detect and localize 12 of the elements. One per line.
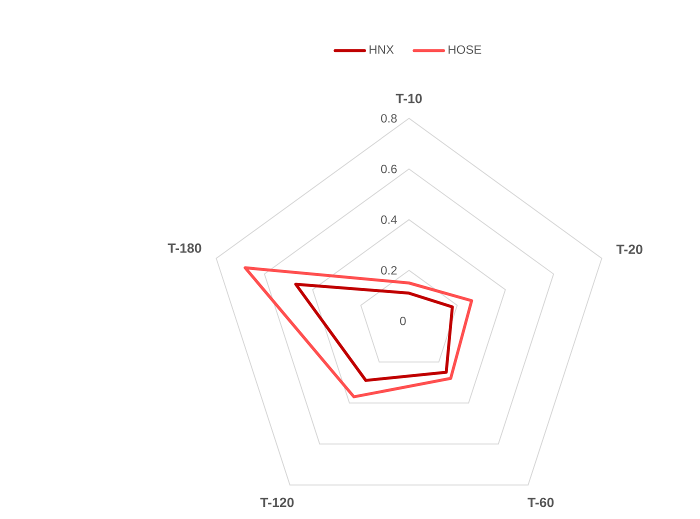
spoke-label: T-120 — [260, 498, 294, 508]
spoke-label: T-10 — [396, 94, 422, 104]
y-tick-label: 0.6 — [381, 164, 397, 174]
legend-label: HOSE — [448, 45, 482, 54]
y-tick-label: 0 — [400, 316, 406, 326]
spoke-label: T-180 — [168, 243, 202, 253]
y-tick-label: 0.2 — [381, 266, 397, 275]
y-tick-label: 0.8 — [381, 114, 397, 123]
y-tick-label: 0.4 — [381, 215, 397, 224]
legend-label: HNX — [370, 45, 394, 54]
spoke-label: T-60 — [528, 498, 554, 508]
spoke-label: T-20 — [616, 244, 642, 254]
